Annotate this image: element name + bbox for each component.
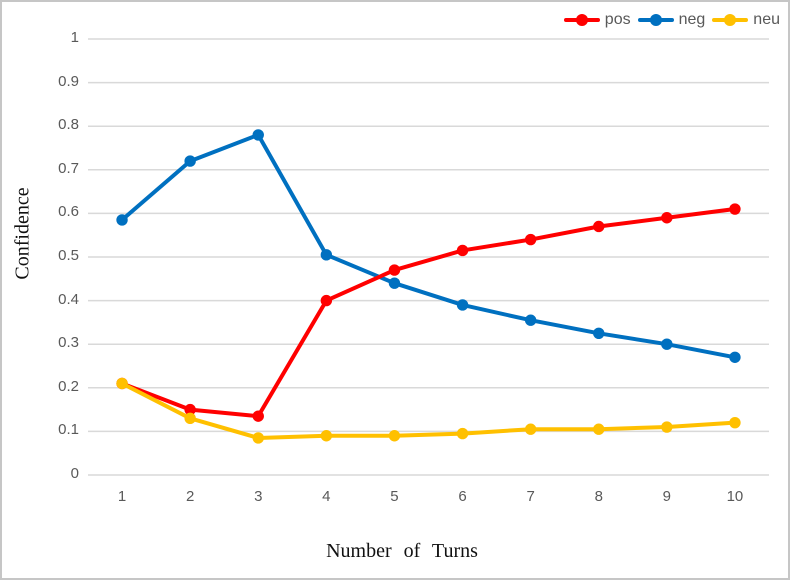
data-point-neu: [320, 430, 333, 442]
y-tick-label: 0.6: [58, 203, 79, 221]
data-point-neg: [456, 299, 469, 311]
y-tick-label: 1: [70, 29, 79, 46]
x-tick-label: 5: [390, 488, 399, 505]
data-point-neu: [524, 423, 537, 435]
neg-line-marker-icon: [637, 9, 674, 31]
y-tick-label: 0.3: [58, 334, 79, 352]
data-point-pos: [184, 403, 196, 416]
data-point-neg: [388, 277, 401, 289]
data-point-neg: [116, 214, 128, 226]
y-tick-label: 0: [70, 465, 79, 482]
series-line-neu: [120, 381, 737, 440]
data-point-pos: [593, 220, 605, 233]
data-point-neg: [252, 129, 264, 141]
data-point-pos: [456, 244, 469, 257]
y-axis-title: Confidence: [11, 187, 34, 280]
chart-legend: pos neg neu: [563, 9, 780, 31]
y-tick-label: 0.8: [58, 116, 79, 134]
neu-line-marker-icon: [712, 9, 749, 31]
legend-label-neu: neu: [753, 11, 780, 28]
data-point-neg: [661, 338, 673, 350]
x-tick-label: 4: [322, 488, 331, 505]
y-tick-label: 0.5: [58, 247, 79, 264]
x-tick-label: 2: [185, 488, 195, 505]
data-point-pos: [524, 233, 537, 246]
x-axis-title: Number of Turns: [326, 540, 478, 562]
data-point-pos: [252, 410, 264, 422]
data-point-neg: [524, 314, 537, 326]
x-tick-label: 8: [594, 488, 603, 505]
x-tick-label: 1: [117, 488, 127, 505]
x-tick-label: 3: [254, 488, 263, 505]
data-point-neg: [593, 327, 605, 339]
legend-item-neg: neg: [637, 9, 706, 31]
data-point-neu: [252, 432, 264, 444]
data-point-neg: [729, 351, 741, 363]
y-tick-label: 0.9: [58, 72, 79, 90]
x-tick-label: 6: [458, 488, 467, 505]
x-tick-label: 10: [726, 488, 744, 505]
y-tick-label: 0.1: [58, 421, 79, 439]
series-line-pos: [120, 207, 737, 419]
legend-label-pos: pos: [604, 11, 631, 28]
data-point-neu: [116, 377, 128, 390]
x-tick-label: 9: [662, 488, 672, 505]
data-point-neg: [320, 249, 333, 261]
legend-label-neg: neg: [678, 11, 706, 28]
data-point-neu: [184, 412, 196, 425]
data-point-neu: [388, 430, 401, 442]
data-point-neu: [593, 423, 605, 435]
data-point-pos: [388, 264, 401, 276]
legend-item-pos: pos: [563, 9, 631, 31]
x-tick-label: 7: [526, 488, 535, 505]
data-point-pos: [661, 212, 673, 224]
data-point-neg: [184, 155, 196, 167]
data-point-neu: [456, 427, 469, 440]
y-tick-label: 0.7: [58, 159, 79, 177]
data-point-pos: [729, 203, 741, 215]
series-line-neg: [120, 132, 737, 360]
data-point-neu: [729, 416, 741, 429]
pos-line-marker-icon: [563, 9, 600, 31]
data-point-neu: [661, 421, 673, 433]
legend-item-neu: neu: [712, 9, 780, 31]
y-tick-label: 0.4: [58, 290, 79, 308]
data-point-pos: [320, 294, 333, 307]
y-tick-label: 0.2: [58, 377, 79, 395]
